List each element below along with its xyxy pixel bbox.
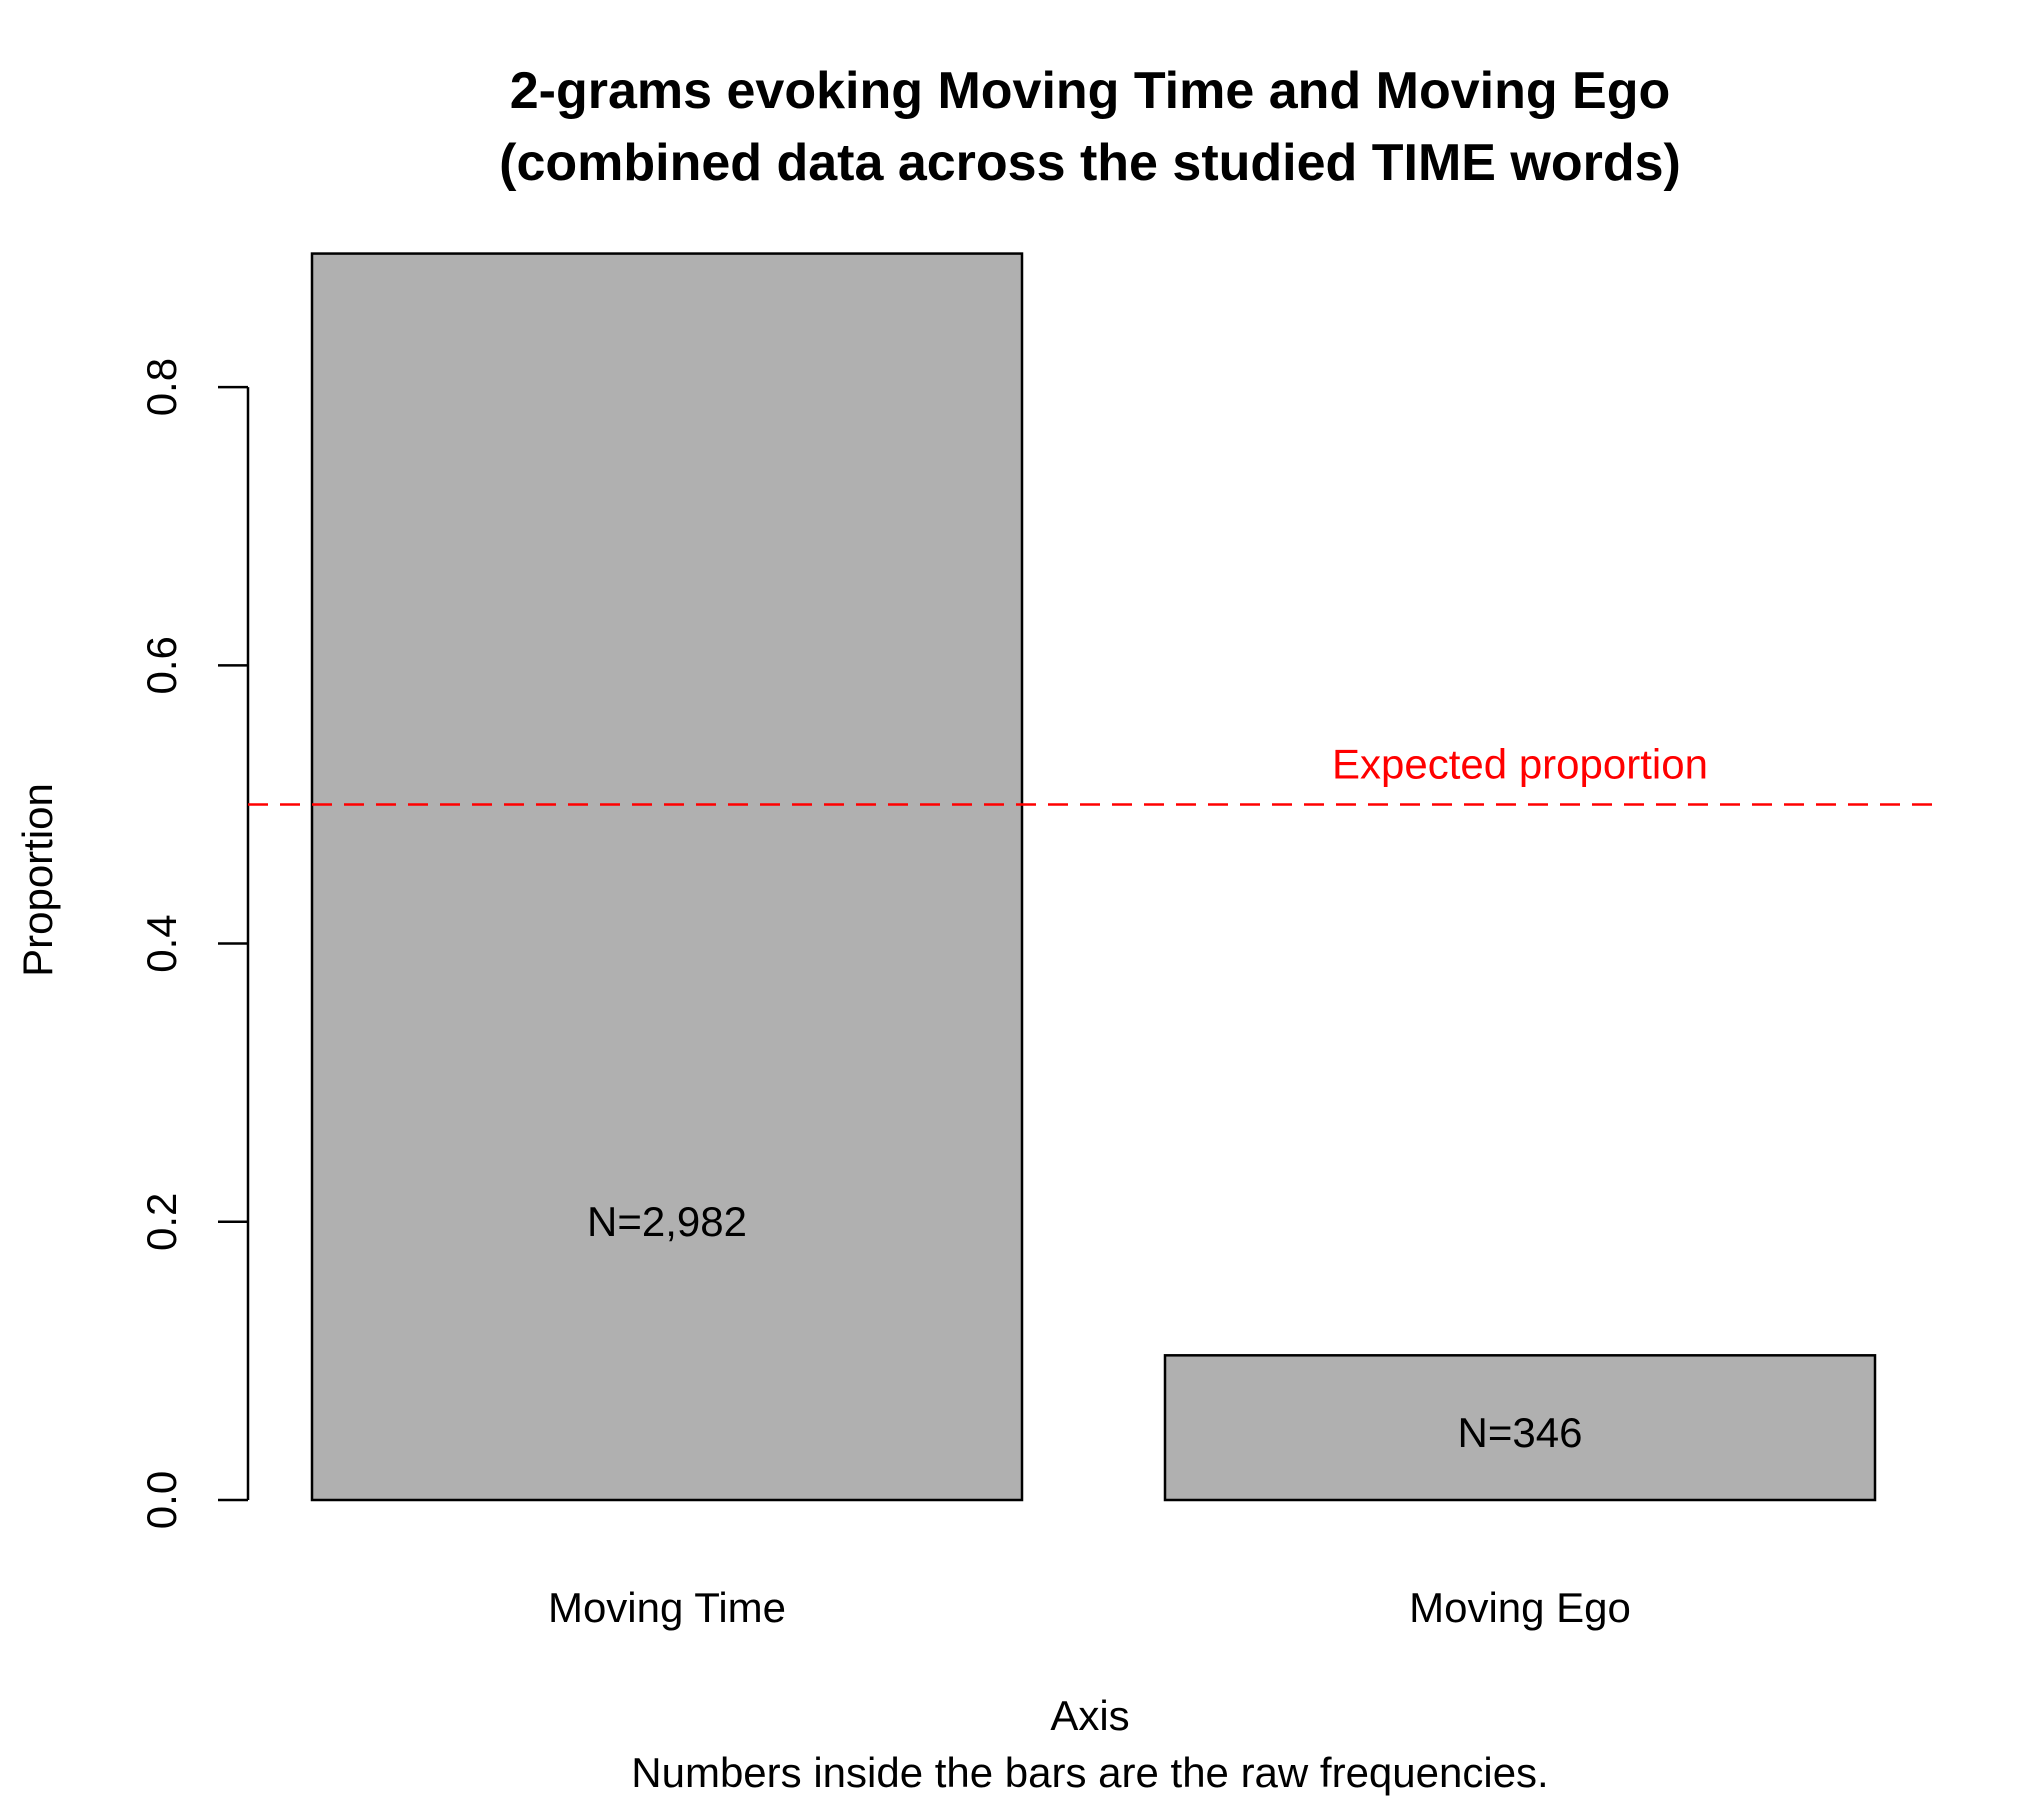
chart-title-line-2: (combined data across the studied TIME w…: [499, 134, 1681, 192]
x-axis-label: Axis: [1050, 1692, 1129, 1739]
bar-frequency-label: N=2,982: [587, 1198, 747, 1245]
bar-frequency-label: N=346: [1458, 1409, 1583, 1456]
y-tick-label: 0.8: [138, 358, 185, 416]
y-tick-label: 0.6: [138, 636, 185, 694]
chart-title-line-1: 2-grams evoking Moving Time and Moving E…: [510, 62, 1671, 120]
y-tick-label: 0.0: [138, 1471, 185, 1529]
bar-moving-ego: [1163, 1354, 1877, 1502]
y-tick-label: 0.4: [138, 914, 185, 972]
chart-caption: Numbers inside the bars are the raw freq…: [631, 1749, 1548, 1796]
expected-proportion-label: Expected proportion: [1332, 740, 1708, 787]
bar-moving-time: [310, 252, 1024, 1502]
y-axis: 0.0 0.2 0.4 0.6 0.8: [138, 358, 250, 1529]
x-tick-label: Moving Ego: [1409, 1584, 1631, 1631]
y-tick-label: 0.2: [138, 1193, 185, 1251]
x-tick-label: Moving Time: [548, 1584, 786, 1631]
x-tick-labels: Moving Time Moving Ego: [548, 1584, 1631, 1631]
bars-group: N=2,982 N=346: [310, 252, 1877, 1502]
y-axis-label: Proportion: [14, 783, 61, 977]
reference-line-group: Expected proportion: [248, 740, 1940, 806]
